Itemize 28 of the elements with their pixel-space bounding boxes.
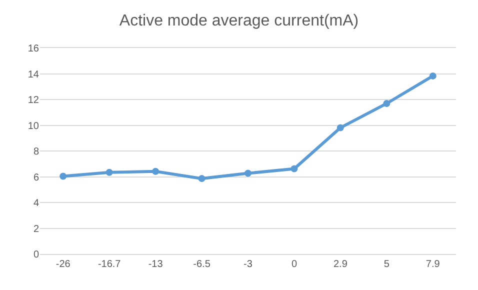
y-tick-label: 0 [33, 250, 40, 260]
y-tick-label: 2 [33, 224, 40, 235]
x-tick-label: 5 [384, 259, 390, 270]
y-tick-label: 14 [28, 69, 40, 80]
y-tick-label: 8 [33, 146, 40, 158]
x-tick-label: -3 [244, 259, 253, 270]
y-tick-label: 6 [33, 172, 40, 184]
point [152, 168, 160, 175]
x-tick-label: 2.9 [333, 259, 348, 270]
point [336, 124, 344, 132]
x-tick-label: 7.9 [426, 259, 440, 270]
x-tick-label: -6.5 [193, 259, 211, 270]
point [429, 72, 436, 80]
point [198, 175, 206, 182]
x-tick-label: -13 [148, 259, 164, 270]
y-tick-label: 4 [33, 198, 40, 209]
point [244, 170, 252, 177]
x-tick-label: 0 [291, 259, 298, 270]
x-tick-label: -16.7 [98, 259, 122, 270]
y-tick-label: 12 [28, 95, 40, 106]
chart-title: Active mode average current(mA) [119, 12, 359, 30]
y-tick-label: 16 [28, 44, 40, 54]
x-tick-label: -26 [56, 259, 71, 270]
point [60, 172, 67, 180]
point [383, 100, 390, 107]
point [290, 165, 298, 172]
y-tick-label: 10 [28, 120, 40, 132]
point [106, 168, 113, 176]
